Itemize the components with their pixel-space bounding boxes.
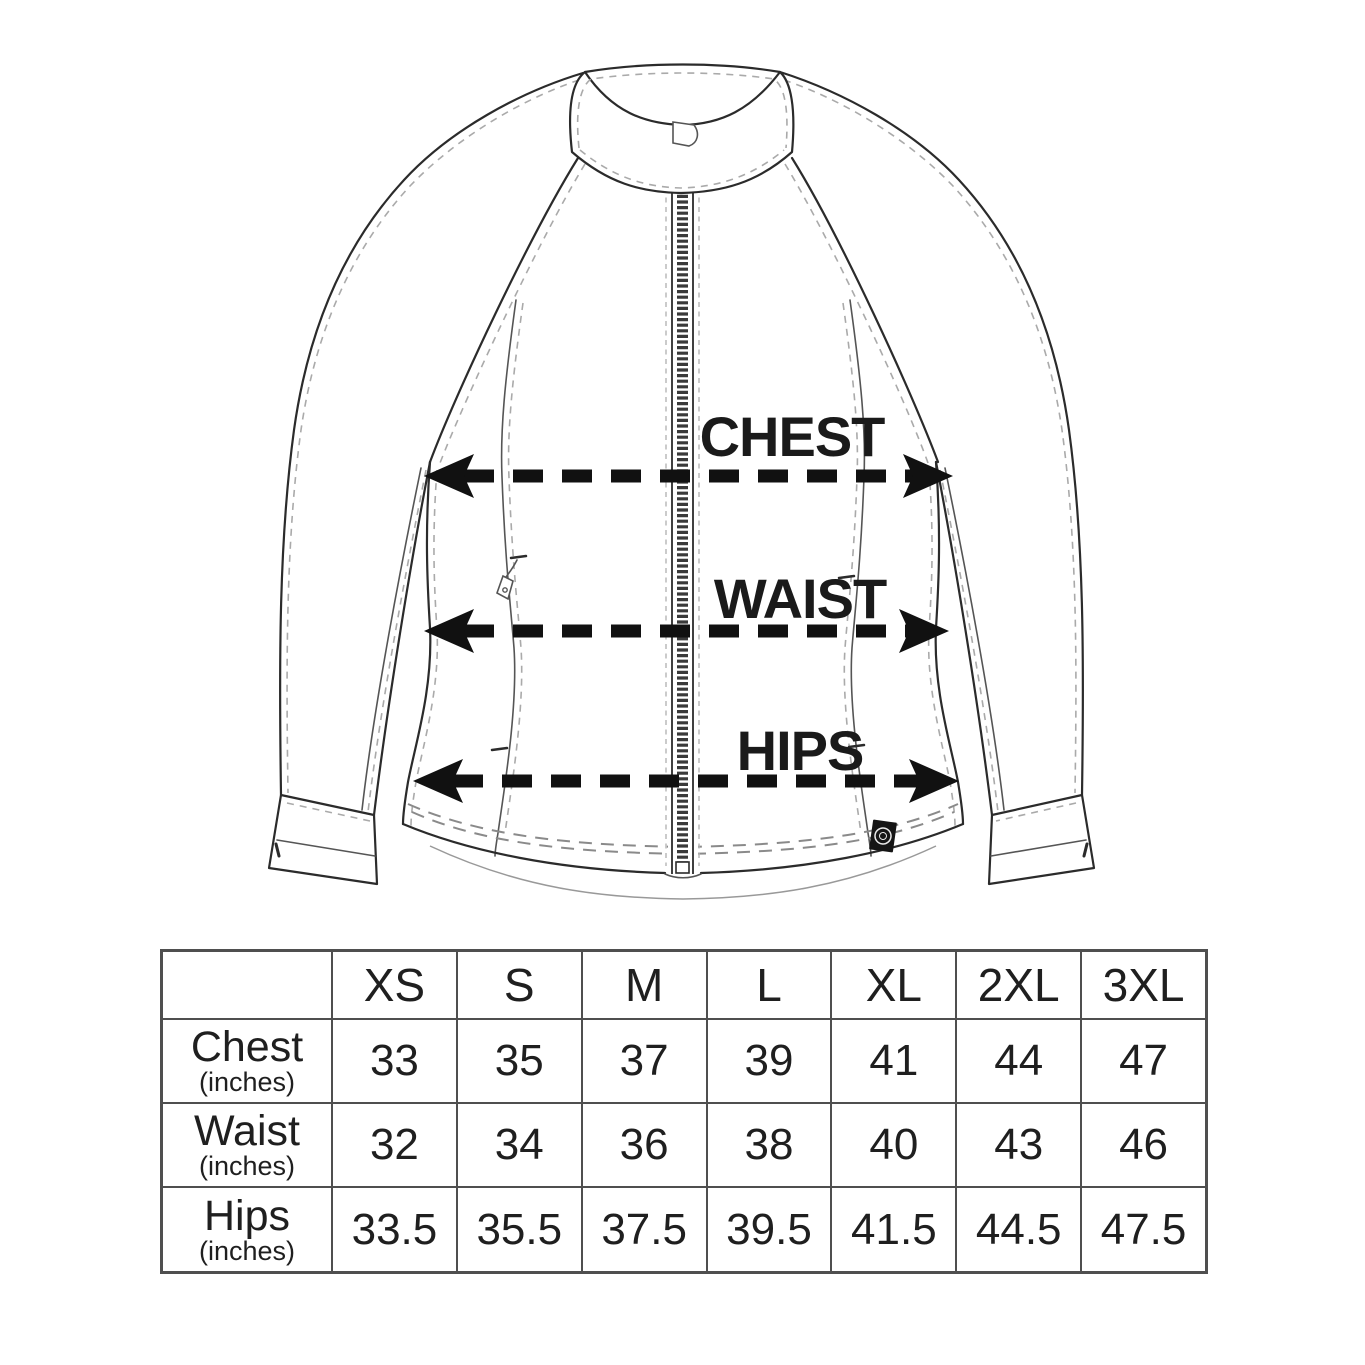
pocket-notch: [490, 746, 509, 752]
size-value-cell: 40: [830, 1102, 956, 1186]
arrowhead-right: [903, 454, 953, 498]
row-label-chest: Chest (inches): [163, 1018, 331, 1102]
right-raglan-seam: [790, 156, 940, 464]
pocket-notch: [509, 554, 528, 560]
brand-tag: [869, 819, 897, 853]
size-value-cell: 44.5: [955, 1186, 1081, 1271]
row-label-hips: Hips (inches): [163, 1186, 331, 1271]
row-label-text: Chest: [190, 1023, 304, 1072]
size-column-header: M: [580, 952, 706, 1018]
size-value-cell: 43: [955, 1102, 1081, 1186]
measurement-waist: WAIST: [424, 567, 949, 653]
size-value-cell: 32: [331, 1102, 456, 1186]
hem-edge: [699, 822, 965, 875]
pocket-zipper-pull: [496, 559, 518, 601]
arrowhead-left: [413, 759, 463, 803]
size-column-header: S: [455, 952, 581, 1018]
row-label-text: Hips: [203, 1191, 291, 1240]
arrowhead-left: [424, 609, 474, 653]
measurement-hips: HIPS: [413, 719, 959, 803]
left-princess-seam: [494, 299, 517, 857]
hem-edge: [401, 822, 667, 875]
right-cuff: [987, 793, 1096, 886]
size-value-cell: 34: [455, 1102, 581, 1186]
size-value-cell: 33.5: [331, 1186, 456, 1271]
size-value-cell: 44: [955, 1018, 1081, 1102]
size-value-cell: 35.5: [455, 1186, 581, 1271]
row-label-unit: (inches): [198, 1235, 296, 1266]
row-label-text: Waist: [194, 1107, 300, 1156]
size-column-header: L: [705, 952, 831, 1018]
chest-label: CHEST: [700, 405, 886, 468]
size-value-cell: 36: [580, 1102, 706, 1186]
row-label-unit: (inches): [198, 1151, 296, 1182]
size-value-cell: 41: [830, 1018, 956, 1102]
jacket-body: [401, 156, 965, 900]
size-value-cell: 39: [705, 1018, 831, 1102]
size-value-cell: 37.5: [580, 1186, 706, 1271]
right-princess-seam: [849, 299, 872, 857]
pocket-notch: [847, 743, 866, 749]
size-value-cell: 39.5: [705, 1186, 831, 1271]
pocket-notch: [837, 574, 856, 580]
size-value-cell: 41.5: [830, 1186, 956, 1271]
size-value-cell: 38: [705, 1102, 831, 1186]
left-raglan-seam: [428, 156, 580, 464]
row-label-unit: (inches): [198, 1067, 296, 1098]
left-cuff: [267, 793, 379, 886]
size-value-cell: 33: [331, 1018, 456, 1102]
measurement-chest: CHEST: [424, 405, 953, 498]
size-column-header: XS: [331, 952, 456, 1018]
jacket-diagram: CHEST WAIST HIPS: [267, 63, 1096, 900]
zipper-garage: [672, 121, 699, 147]
arrowhead-left: [424, 454, 474, 498]
size-column-header: 2XL: [955, 952, 1080, 1018]
arrowhead-right: [909, 759, 959, 803]
zipper-bottom-stop: [675, 861, 690, 874]
size-value-cell: 47: [1080, 1018, 1205, 1102]
size-value-cell: 46: [1080, 1102, 1205, 1186]
front-zipper: [664, 122, 702, 879]
size-column-header: 3XL: [1080, 952, 1205, 1018]
hips-label: HIPS: [737, 719, 864, 782]
row-label-waist: Waist (inches): [163, 1102, 331, 1186]
arrowhead-right: [899, 609, 949, 653]
size-table: XS S M L XL 2XL 3XL Chest (inches) 33 35…: [160, 949, 1208, 1274]
table-corner-cell: [163, 952, 331, 1018]
waist-label: WAIST: [714, 567, 887, 630]
collar: [569, 63, 795, 195]
right-sleeve: [778, 70, 1096, 886]
size-value-cell: 35: [455, 1018, 581, 1102]
left-sleeve: [267, 71, 585, 886]
size-value-cell: 47.5: [1080, 1186, 1205, 1271]
size-value-cell: 37: [580, 1018, 706, 1102]
size-column-header: XL: [830, 952, 955, 1018]
